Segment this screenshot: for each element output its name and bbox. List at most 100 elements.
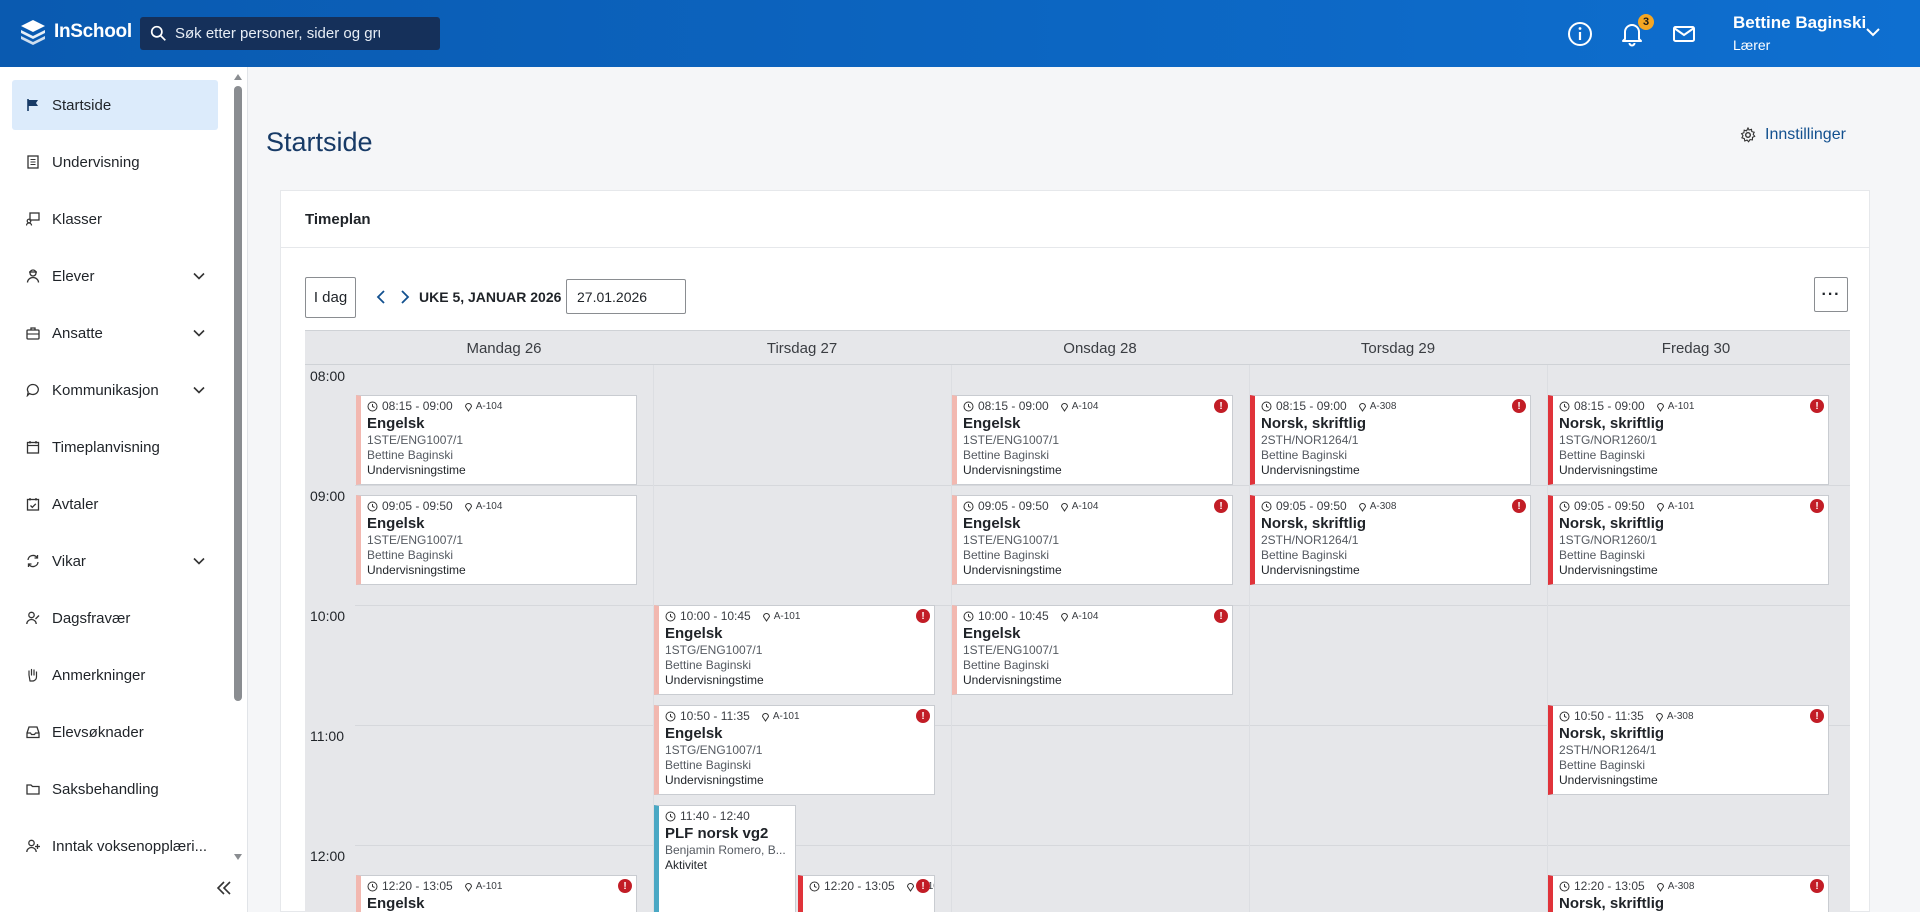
scroll-up-arrow-icon[interactable] bbox=[233, 72, 243, 82]
timetable-event[interactable]: 08:15 - 09:00 A-104 Engelsk 1STE/ENG1007/… bbox=[952, 395, 1233, 485]
sidebar-item-anmerkninger[interactable]: Anmerkninger bbox=[12, 650, 218, 700]
sidebar-item-elevsoknader[interactable]: Elevsøknader bbox=[12, 707, 218, 757]
event-title: Norsk, skriftlig bbox=[1261, 515, 1367, 532]
hour-gridline bbox=[355, 485, 1850, 486]
timetable-event[interactable]: 12:20 - 13:05 A-308 Norsk, skriftlig ! bbox=[1548, 875, 1829, 912]
event-type: Undervisningstime bbox=[1261, 563, 1360, 577]
timetable-event[interactable]: 10:00 - 10:45 A-101 Engelsk 1STG/ENG1007/… bbox=[654, 605, 935, 695]
sidebar-item-label: Anmerkninger bbox=[52, 666, 146, 684]
chevron-left-icon[interactable] bbox=[373, 289, 389, 305]
scroll-down-arrow-icon[interactable] bbox=[233, 852, 243, 862]
location-pin-icon bbox=[1358, 402, 1366, 412]
warning-icon: ! bbox=[916, 709, 930, 723]
sidebar-item-undervisning[interactable]: Undervisning bbox=[12, 137, 218, 187]
warning-icon: ! bbox=[1214, 499, 1228, 513]
date-field[interactable] bbox=[566, 279, 686, 314]
event-code: 1STE/ENG1007/1 bbox=[963, 533, 1060, 547]
event-room: A-101 bbox=[772, 710, 800, 722]
event-time: 10:00 - 10:45 bbox=[978, 609, 1049, 623]
sidebar-item-vikar[interactable]: Vikar bbox=[12, 536, 218, 586]
chevron-down-icon[interactable] bbox=[1865, 24, 1881, 40]
settings-link[interactable]: Innstillinger bbox=[1740, 126, 1846, 144]
clock-icon bbox=[665, 611, 676, 621]
clock-icon bbox=[665, 711, 676, 721]
event-time: 08:15 - 09:00 bbox=[1276, 399, 1347, 413]
warning-icon: ! bbox=[1810, 709, 1824, 723]
day-column-divider bbox=[1547, 365, 1548, 912]
search-icon bbox=[150, 25, 166, 41]
timetable-event[interactable]: 10:50 - 11:35 A-308 Norsk, skriftlig 2STH… bbox=[1548, 705, 1829, 795]
scrollbar-thumb[interactable] bbox=[234, 86, 242, 701]
sidebar-item-saksbehandling[interactable]: Saksbehandling bbox=[12, 764, 218, 814]
location-pin-icon bbox=[906, 882, 914, 892]
timetable-event[interactable]: 09:05 - 09:50 A-101 Norsk, skriftlig 1STG… bbox=[1548, 495, 1829, 585]
time-label: 11:00 bbox=[310, 728, 344, 744]
warning-icon: ! bbox=[1810, 399, 1824, 413]
event-type: Aktivitet bbox=[665, 858, 708, 872]
search-box[interactable] bbox=[140, 17, 440, 50]
sidebar-scrollbar[interactable] bbox=[232, 72, 244, 862]
timetable-event[interactable]: 09:05 - 09:50 A-104 Engelsk 1STE/ENG1007/… bbox=[952, 495, 1233, 585]
timetable-event[interactable]: 12:20 - 13:05 A-101 Engelsk ! bbox=[356, 875, 637, 912]
chat-icon bbox=[26, 383, 39, 397]
event-room: A-308 bbox=[1666, 710, 1694, 722]
sidebar-item-elever[interactable]: Elever bbox=[12, 251, 218, 301]
messages-button[interactable] bbox=[1670, 20, 1698, 48]
clock-icon bbox=[963, 501, 974, 511]
inschool-logo-icon bbox=[21, 20, 45, 45]
timetable-event[interactable]: 08:15 - 09:00 A-308 Norsk, skriftlig 2STH… bbox=[1250, 395, 1531, 485]
sidebar-item-ansatte[interactable]: Ansatte bbox=[12, 308, 218, 358]
user-name: Bettine Baginski bbox=[1733, 13, 1867, 32]
page-title: Startside bbox=[266, 127, 373, 157]
timetable-event[interactable]: 10:00 - 10:45 A-104 Engelsk 1STE/ENG1007/… bbox=[952, 605, 1233, 695]
sidebar-item-avtaler[interactable]: Avtaler bbox=[12, 479, 218, 529]
chevron-down-icon bbox=[193, 272, 205, 280]
collapse-sidebar-icon[interactable] bbox=[215, 879, 233, 897]
event-type: Undervisningstime bbox=[665, 673, 764, 687]
sidebar-item-label: Elevsøknader bbox=[52, 723, 144, 741]
inbox-icon bbox=[26, 726, 40, 739]
timetable-event[interactable]: 10:50 - 11:35 A-101 Engelsk 1STG/ENG1007/… bbox=[654, 705, 935, 795]
event-time: 10:50 - 11:35 bbox=[1574, 709, 1644, 723]
info-button[interactable] bbox=[1566, 20, 1594, 48]
event-teacher: Bettine Baginski bbox=[665, 658, 752, 672]
warning-icon: ! bbox=[1214, 399, 1228, 413]
event-type: Undervisningstime bbox=[1559, 773, 1658, 787]
event-type: Undervisningstime bbox=[1261, 463, 1360, 477]
sidebar-item-klasser[interactable]: Klasser bbox=[12, 194, 218, 244]
timetable-event-activity[interactable]: 11:40 - 12:40 PLF norsk vg2 Benjamin Rom… bbox=[654, 805, 796, 912]
search-input[interactable] bbox=[175, 25, 380, 42]
event-teacher: Bettine Baginski bbox=[963, 658, 1050, 672]
chevron-right-icon[interactable] bbox=[397, 289, 413, 305]
sidebar-item-dagsfravaer[interactable]: Dagsfravær bbox=[12, 593, 218, 643]
more-options-button[interactable]: ··· bbox=[1814, 277, 1848, 312]
app-logo[interactable]: InSchool bbox=[18, 17, 132, 47]
folder-icon bbox=[26, 784, 40, 795]
sidebar-item-startside[interactable]: Startside bbox=[12, 80, 218, 130]
gear-icon bbox=[1740, 127, 1756, 143]
timetable-event[interactable]: 08:15 - 09:00 A-101 Norsk, skriftlig 1STG… bbox=[1548, 395, 1829, 485]
sidebar-item-label: Inntak voksenopplæri... bbox=[52, 837, 208, 855]
user-add-icon bbox=[26, 839, 40, 853]
time-label: 09:00 bbox=[310, 488, 346, 504]
timetable-event[interactable]: 08:15 - 09:00 A-104 Engelsk 1STE/ENG1007/… bbox=[356, 395, 637, 485]
sidebar-item-timeplanvisning[interactable]: Timeplanvisning bbox=[12, 422, 218, 472]
today-button[interactable]: I dag bbox=[305, 277, 356, 318]
timetable-event[interactable]: 09:05 - 09:50 A-104 Engelsk 1STE/ENG1007/… bbox=[356, 495, 637, 585]
event-time: 12:20 - 13:05 bbox=[824, 879, 895, 893]
notifications-button[interactable]: 3 bbox=[1618, 14, 1654, 48]
sidebar-item-inntak[interactable]: Inntak voksenopplæri... bbox=[12, 821, 218, 871]
user-absence-icon bbox=[26, 611, 40, 625]
warning-icon: ! bbox=[1810, 499, 1824, 513]
sidebar-item-kommunikasjon[interactable]: Kommunikasjon bbox=[12, 365, 218, 415]
warning-icon: ! bbox=[916, 609, 930, 623]
user-menu[interactable]: Bettine Baginski Lærer bbox=[1733, 13, 1866, 53]
timetable-event[interactable]: 09:05 - 09:50 A-308 Norsk, skriftlig 2STH… bbox=[1250, 495, 1531, 585]
event-teacher: Bettine Baginski bbox=[1261, 448, 1348, 462]
event-code: 1STG/ENG1007/1 bbox=[665, 643, 763, 657]
timetable-event[interactable]: 12:20 - 13:05A-101 ! bbox=[798, 875, 935, 912]
sidebar: Startside Undervisning Klasser Elever An… bbox=[0, 67, 248, 912]
event-room: A-308 bbox=[1369, 400, 1397, 412]
event-type: Undervisningstime bbox=[1559, 563, 1658, 577]
event-title: Engelsk bbox=[367, 895, 425, 912]
